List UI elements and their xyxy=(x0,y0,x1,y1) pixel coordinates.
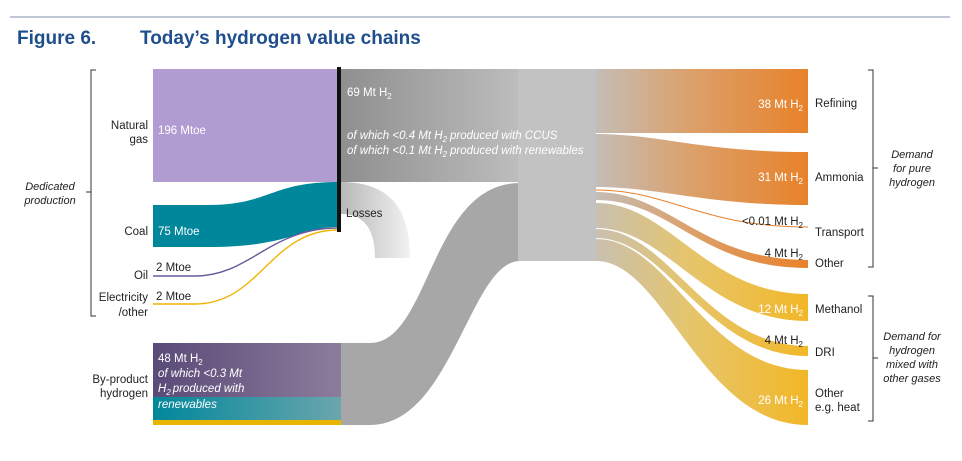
byproduct-note-line1: of which <0.3 Mt xyxy=(158,368,243,380)
refining-label: Refining xyxy=(815,98,857,110)
pure-demand-line1: Demand xyxy=(891,149,933,161)
mixed-demand-line4: other gases xyxy=(883,373,941,385)
transport-label: Transport xyxy=(815,227,865,239)
mixed-demand-line1: Demand for xyxy=(883,331,942,343)
electricity-flow xyxy=(153,229,339,305)
ammonia-value: 31 Mt H2 xyxy=(758,172,803,186)
refining-flow xyxy=(596,69,808,133)
byproduct-node xyxy=(153,343,341,397)
natural-gas-label-line1: Natural xyxy=(111,120,148,132)
dedicated-label-line2: production xyxy=(23,195,75,207)
electricity-value: 2 Mtoe xyxy=(156,291,191,303)
oil-value: 2 Mtoe xyxy=(156,262,191,274)
dedicated-output-value: 69 Mt H2 xyxy=(347,87,392,101)
mixed-demand-bracket xyxy=(868,295,878,422)
dedicated-label-line1: Dedicated xyxy=(25,181,75,193)
byproduct-flow xyxy=(341,183,520,425)
natural-gas-value: 196 Mtoe xyxy=(158,125,206,137)
figure-title: Today’s hydrogen value chains xyxy=(140,28,421,49)
losses-flow xyxy=(341,182,410,258)
byproduct-label-line1: By-product xyxy=(92,374,148,386)
byproduct-renewables-band xyxy=(153,397,341,420)
methanol-flow xyxy=(596,203,808,321)
oil-label: Oil xyxy=(134,270,148,282)
byproduct-value: 48 Mt H2 xyxy=(158,353,203,367)
losses-label: Losses xyxy=(346,208,383,220)
other-heat-label-line2: e.g. heat xyxy=(815,402,861,414)
natural-gas-label-line2: gas xyxy=(129,134,148,146)
other-flow xyxy=(596,192,808,268)
dedicated-output-note1: of which <0.4 Mt H2 produced with CCUS xyxy=(347,130,558,144)
dedicated-bracket xyxy=(86,69,96,317)
dri-label: DRI xyxy=(815,347,835,359)
figure-number: Figure 6. xyxy=(17,28,96,49)
coal-node xyxy=(153,205,208,247)
transport-flow xyxy=(595,189,809,228)
hydrogen-hub xyxy=(518,69,596,261)
byproduct-note-line3: renewables xyxy=(158,399,217,411)
dedicated-output-note2: of which <0.1 Mt H2 produced with renewab… xyxy=(347,145,584,159)
flows xyxy=(153,67,809,425)
coal-value: 75 Mtoe xyxy=(158,226,200,238)
byproduct-electricity-band xyxy=(153,420,341,425)
pure-demand-line2: for pure xyxy=(893,163,931,175)
other-heat-label-line1: Other xyxy=(815,388,844,400)
byproduct-label-line2: hydrogen xyxy=(100,388,148,400)
byproduct-note-line2: H2 produced with xyxy=(158,383,244,397)
pure-demand-line3: hydrogen xyxy=(889,177,935,189)
production-bar xyxy=(337,67,341,232)
other-label: Other xyxy=(815,258,844,270)
transport-value: <0.01 Mt H2 xyxy=(742,216,804,230)
pure-demand-bracket xyxy=(868,69,878,268)
other-value: 4 Mt H2 xyxy=(765,248,804,262)
mixed-demand-line2: hydrogen xyxy=(889,345,935,357)
mixed-demand-line3: mixed with xyxy=(886,359,938,371)
dedicated-flow xyxy=(341,69,520,182)
electricity-label-line1: Electricity xyxy=(99,292,148,304)
ammonia-flow xyxy=(596,134,808,205)
oil-flow xyxy=(153,227,339,277)
methanol-label: Methanol xyxy=(815,304,862,316)
coal-label: Coal xyxy=(124,226,148,238)
natural-gas-node xyxy=(153,69,338,182)
dri-value: 4 Mt H2 xyxy=(765,335,804,349)
electricity-label-line2: /other xyxy=(119,307,149,319)
other-heat-flow xyxy=(596,239,808,425)
refining-value: 38 Mt H2 xyxy=(758,99,803,113)
other-heat-value: 26 Mt H2 xyxy=(758,395,803,409)
coal-flow xyxy=(208,182,338,247)
methanol-value: 12 Mt H2 xyxy=(758,304,803,318)
ammonia-label: Ammonia xyxy=(815,172,864,184)
